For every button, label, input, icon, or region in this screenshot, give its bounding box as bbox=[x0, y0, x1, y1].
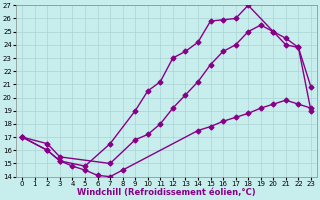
X-axis label: Windchill (Refroidissement éolien,°C): Windchill (Refroidissement éolien,°C) bbox=[77, 188, 256, 197]
